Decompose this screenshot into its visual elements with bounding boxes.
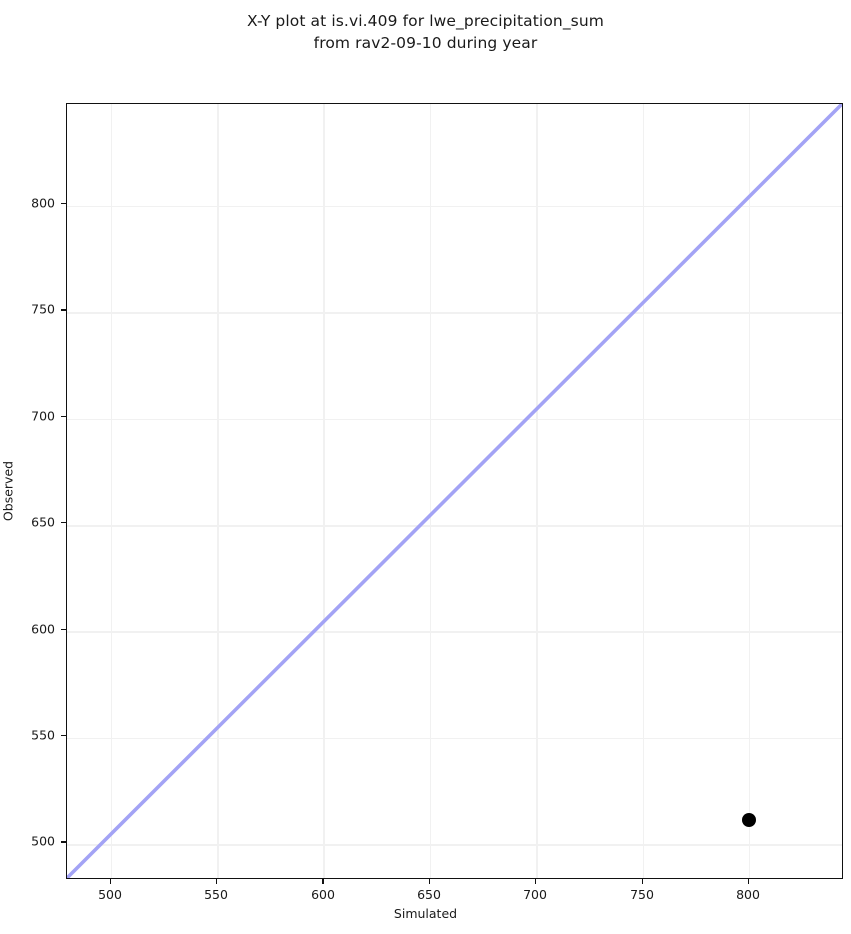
gridline-vertical-550 xyxy=(217,104,219,878)
tick-label-y-650: 650 xyxy=(31,514,55,530)
tick-mark-x-800 xyxy=(747,879,750,884)
tick-mark-y-800 xyxy=(61,203,66,205)
tick-label-x-550: 550 xyxy=(204,887,228,902)
tick-label-x-800: 800 xyxy=(736,887,760,902)
tick-mark-y-700 xyxy=(61,415,66,418)
gridline-vertical-700 xyxy=(536,104,538,878)
tick-label-x-650: 650 xyxy=(417,887,441,902)
tick-mark-x-750 xyxy=(641,879,643,884)
gridline-horizontal-800 xyxy=(67,205,842,208)
tick-label-y-700: 700 xyxy=(31,408,55,424)
tick-mark-x-550 xyxy=(216,879,218,884)
tick-label-x-700: 700 xyxy=(523,887,547,902)
gridline-horizontal-500 xyxy=(67,844,842,846)
gridline-vertical-800 xyxy=(748,104,751,878)
tick-label-y-500: 500 xyxy=(31,833,55,849)
x-axis-label: Simulated xyxy=(393,906,458,921)
tick-label-x-750: 750 xyxy=(630,887,654,902)
tick-mark-y-600 xyxy=(61,628,66,630)
gridline-vertical-500 xyxy=(110,104,113,878)
tick-label-y-800: 800 xyxy=(31,195,55,211)
tick-mark-x-500 xyxy=(109,879,111,884)
gridline-horizontal-600 xyxy=(67,631,842,633)
plot-area xyxy=(66,103,843,879)
gridline-vertical-750 xyxy=(642,104,644,878)
gridline-horizontal-700 xyxy=(67,418,842,421)
tick-label-x-500: 500 xyxy=(98,887,122,902)
tick-mark-y-500 xyxy=(61,841,66,843)
gridline-horizontal-550 xyxy=(67,737,842,740)
data-point xyxy=(741,813,756,828)
tick-mark-x-650 xyxy=(428,879,431,884)
tick-mark-y-550 xyxy=(61,734,66,737)
y-axis-label: Observed xyxy=(0,460,16,522)
gridline-horizontal-650 xyxy=(67,525,842,527)
tick-mark-y-650 xyxy=(61,522,66,524)
tick-label-x-600: 600 xyxy=(311,887,335,902)
one-to-one-reference-line xyxy=(67,104,842,878)
tick-label-y-750: 750 xyxy=(31,301,55,317)
tick-label-y-550: 550 xyxy=(31,727,55,743)
gridline-horizontal-750 xyxy=(67,312,842,314)
tick-mark-x-700 xyxy=(535,879,537,884)
chart-title: X-Y plot at is.vi.409 for lwe_precipitat… xyxy=(247,12,604,52)
gridline-vertical-600 xyxy=(323,104,325,878)
tick-label-y-600: 600 xyxy=(31,621,55,636)
gridline-vertical-650 xyxy=(429,104,432,878)
tick-mark-x-600 xyxy=(322,879,324,884)
tick-mark-y-750 xyxy=(61,309,66,311)
